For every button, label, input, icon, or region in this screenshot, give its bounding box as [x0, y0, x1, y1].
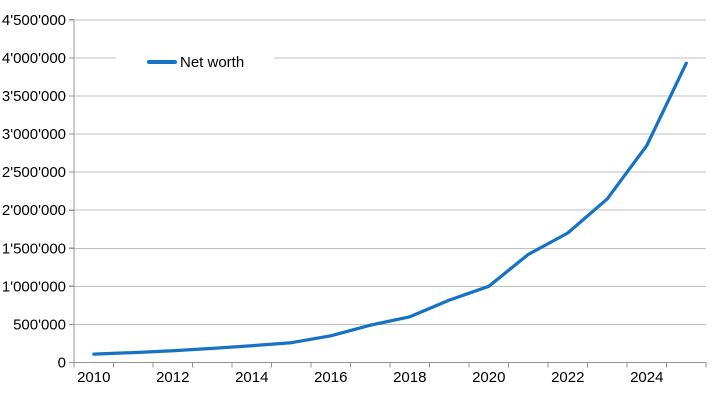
x-axis-label: 2010	[77, 369, 110, 386]
x-axis-label: 2012	[156, 369, 189, 386]
y-axis-label: 500'000	[13, 316, 66, 333]
legend: Net worth	[116, 48, 274, 76]
x-axis-label: 2024	[630, 369, 663, 386]
y-axis-label: 4'500'000	[2, 12, 66, 29]
legend-label: Net worth	[180, 53, 245, 71]
net-worth-line	[92, 61, 688, 356]
y-axis-label: 2'500'000	[2, 164, 66, 181]
y-axis-label: 4'000'000	[2, 50, 66, 67]
y-axis-label: 3'000'000	[2, 126, 66, 143]
y-axis-label: 0	[58, 355, 66, 372]
y-axis-label: 2'000'000	[2, 202, 66, 219]
x-axis-label: 2016	[314, 369, 347, 386]
x-axis-label: 2020	[472, 369, 505, 386]
x-axis-label: 2018	[393, 369, 426, 386]
x-axis-label: 2022	[551, 369, 584, 386]
legend-line-sample	[147, 60, 177, 64]
y-axis-label: 1'000'000	[2, 278, 66, 295]
y-axis-label: 1'500'000	[2, 240, 66, 257]
x-axis-label: 2014	[235, 369, 268, 386]
y-axis-label: 3'500'000	[2, 88, 66, 105]
